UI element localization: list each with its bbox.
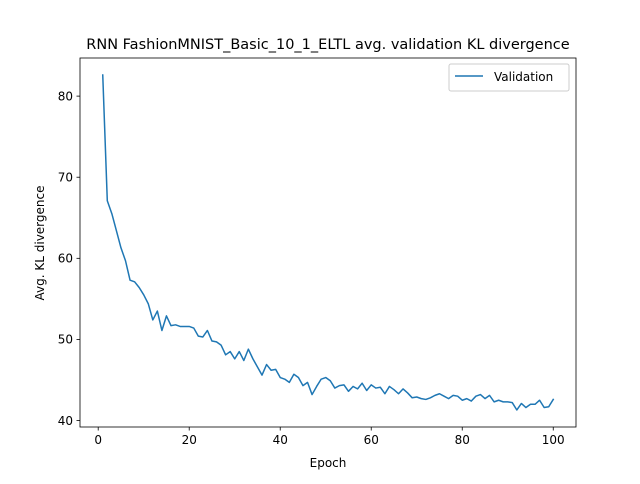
axes-frame <box>79 57 577 428</box>
legend-box <box>448 63 570 92</box>
y-axis-label: Avg. KL divergence <box>33 186 47 301</box>
x-tick-label: 0 <box>94 433 102 447</box>
y-tick-label: 60 <box>58 252 73 266</box>
x-tick-label: 20 <box>182 433 197 447</box>
y-tick-label: 50 <box>58 333 73 347</box>
x-tick-label: 60 <box>364 433 379 447</box>
x-tick-label: 40 <box>273 433 288 447</box>
series-line-validation <box>101 74 555 411</box>
x-axis-label: Epoch <box>310 456 347 470</box>
x-tick-label: 80 <box>455 433 470 447</box>
y-tick-label: 80 <box>58 89 73 103</box>
legend-label-validation: Validation <box>494 70 553 84</box>
y-tick-label: 70 <box>58 171 73 185</box>
chart-title: RNN FashionMNIST_Basic_10_1_ELTL avg. va… <box>86 37 569 53</box>
plot-area: 0 20 40 60 80 100 40 50 60 70 80 <box>58 57 577 447</box>
y-tick-label: 40 <box>58 414 73 428</box>
x-tick-label: 100 <box>542 433 565 447</box>
legend: Validation <box>448 63 570 92</box>
